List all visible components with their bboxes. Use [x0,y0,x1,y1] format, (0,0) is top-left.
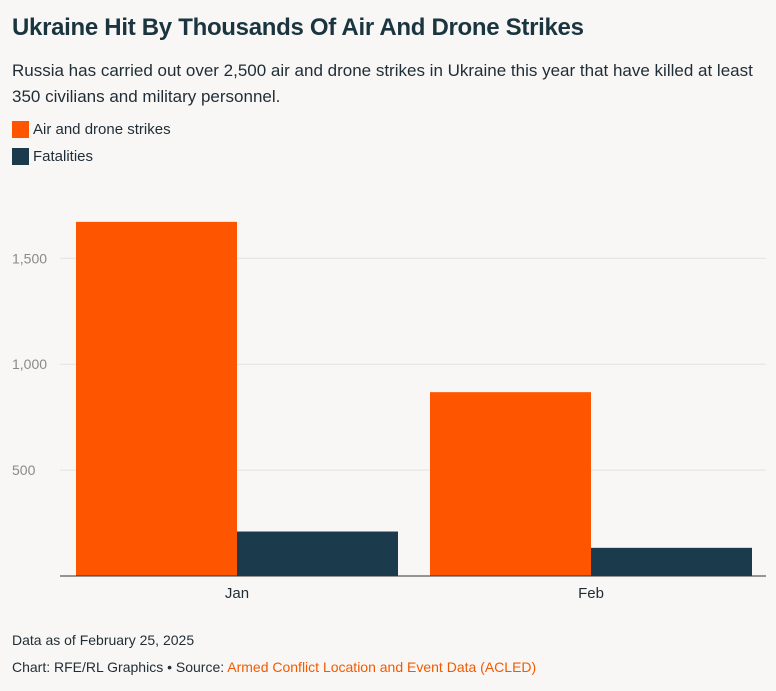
y-tick-label-500: 500 [12,462,36,478]
chart-credit: Chart: RFE/RL Graphics • Source: Armed C… [12,659,536,675]
chart-subtitle: Russia has carried out over 2,500 air an… [12,61,753,106]
bar-chart: 500 1,000 1,500 Jan Feb [12,221,766,602]
source-link[interactable]: Armed Conflict Location and Event Data (… [227,659,537,675]
bar-feb-fatalities [591,547,752,576]
legend-swatch-strikes [12,120,29,138]
y-tick-label-1500: 1,500 [12,250,47,266]
credit-prefix: Chart: RFE/RL Graphics • Source: [12,659,228,675]
y-tick-label-1000: 1,000 [12,356,47,372]
legend: Air and drone strikes Fatalities [12,118,171,172]
legend-item-fatalities: Fatalities [12,145,171,167]
data-note: Data as of February 25, 2025 [12,632,195,648]
legend-label-strikes: Air and drone strikes [33,120,171,138]
chart-title: Ukraine Hit By Thousands Of Air And Dron… [12,14,584,41]
legend-swatch-fatalities [12,147,29,165]
bar-jan-strikes [76,221,237,576]
legend-label-fatalities: Fatalities [33,147,94,165]
x-tick-label-feb: Feb [578,585,604,602]
legend-item-strikes: Air and drone strikes [12,118,171,140]
bar-jan-fatalities [237,531,398,576]
x-tick-label-jan: Jan [225,585,249,602]
bar-feb-strikes [430,392,591,576]
